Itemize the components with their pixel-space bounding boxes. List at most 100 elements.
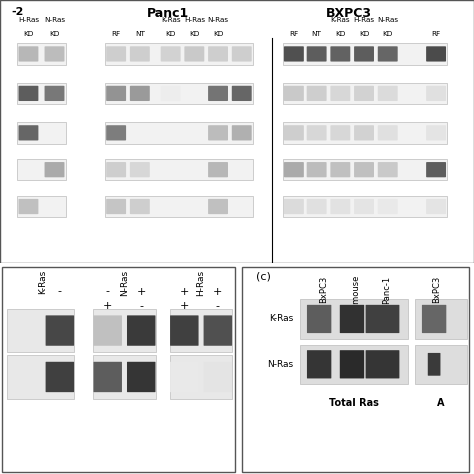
FancyBboxPatch shape xyxy=(208,46,228,62)
FancyBboxPatch shape xyxy=(340,305,364,333)
FancyBboxPatch shape xyxy=(127,315,155,346)
Bar xyxy=(17,83,66,104)
FancyBboxPatch shape xyxy=(426,162,446,177)
FancyBboxPatch shape xyxy=(106,86,126,101)
FancyBboxPatch shape xyxy=(106,46,126,62)
Text: KD: KD xyxy=(189,31,200,37)
FancyBboxPatch shape xyxy=(426,46,446,62)
Text: N-Ras: N-Ras xyxy=(208,17,228,23)
FancyBboxPatch shape xyxy=(307,199,327,214)
FancyBboxPatch shape xyxy=(208,125,228,140)
FancyBboxPatch shape xyxy=(46,362,74,392)
Text: Panc1: Panc1 xyxy=(147,7,190,19)
FancyBboxPatch shape xyxy=(365,305,400,333)
FancyBboxPatch shape xyxy=(18,125,38,140)
Text: KD: KD xyxy=(49,31,60,37)
FancyBboxPatch shape xyxy=(284,199,304,214)
FancyBboxPatch shape xyxy=(170,362,199,392)
Text: H-Ras: H-Ras xyxy=(184,17,205,23)
FancyBboxPatch shape xyxy=(232,46,252,62)
Text: Total Ras: Total Ras xyxy=(329,398,379,408)
FancyBboxPatch shape xyxy=(365,350,400,378)
Bar xyxy=(7,355,74,399)
Text: A: A xyxy=(438,398,445,408)
Text: RF: RF xyxy=(431,31,441,37)
Text: KD: KD xyxy=(165,31,176,37)
FancyBboxPatch shape xyxy=(184,46,204,62)
FancyBboxPatch shape xyxy=(426,125,446,140)
Bar xyxy=(7,309,74,352)
FancyBboxPatch shape xyxy=(378,46,398,62)
Bar xyxy=(301,345,408,384)
Text: BxPC3: BxPC3 xyxy=(432,276,441,303)
FancyBboxPatch shape xyxy=(422,305,447,333)
FancyBboxPatch shape xyxy=(106,125,126,140)
Bar xyxy=(105,159,253,180)
FancyBboxPatch shape xyxy=(378,162,398,177)
Text: -: - xyxy=(139,301,143,311)
Text: NT: NT xyxy=(135,31,145,37)
Bar xyxy=(283,83,447,104)
Text: KD: KD xyxy=(359,31,369,37)
Text: NT: NT xyxy=(312,31,321,37)
FancyBboxPatch shape xyxy=(307,350,331,378)
FancyBboxPatch shape xyxy=(426,86,446,101)
Text: (c): (c) xyxy=(256,272,271,282)
FancyBboxPatch shape xyxy=(45,86,64,101)
Text: KD: KD xyxy=(213,31,223,37)
Text: -: - xyxy=(216,301,220,311)
Bar xyxy=(105,43,253,64)
Bar xyxy=(283,159,447,180)
Text: H-Ras: H-Ras xyxy=(18,17,39,23)
Text: K-Ras: K-Ras xyxy=(161,17,181,23)
Text: -: - xyxy=(58,287,62,297)
Text: +: + xyxy=(180,287,189,297)
FancyBboxPatch shape xyxy=(330,46,350,62)
Text: H-Ras: H-Ras xyxy=(197,269,206,295)
Text: -2: -2 xyxy=(12,7,24,17)
FancyBboxPatch shape xyxy=(18,46,38,62)
Text: KD: KD xyxy=(335,31,346,37)
Text: N-Ras: N-Ras xyxy=(267,360,293,369)
Text: KPC mouse: KPC mouse xyxy=(352,276,361,323)
FancyBboxPatch shape xyxy=(232,86,252,101)
FancyBboxPatch shape xyxy=(284,86,304,101)
Bar xyxy=(17,196,66,217)
Bar xyxy=(170,355,232,399)
Bar xyxy=(283,43,447,64)
FancyBboxPatch shape xyxy=(307,86,327,101)
FancyBboxPatch shape xyxy=(284,162,304,177)
FancyBboxPatch shape xyxy=(284,125,304,140)
FancyBboxPatch shape xyxy=(46,315,74,346)
Bar xyxy=(415,300,467,338)
FancyBboxPatch shape xyxy=(208,162,228,177)
FancyBboxPatch shape xyxy=(307,305,331,333)
FancyBboxPatch shape xyxy=(184,86,204,101)
FancyBboxPatch shape xyxy=(354,86,374,101)
Bar xyxy=(17,159,66,180)
Bar xyxy=(283,196,447,217)
FancyBboxPatch shape xyxy=(330,199,350,214)
Text: N-Ras: N-Ras xyxy=(377,17,398,23)
Text: K-Ras: K-Ras xyxy=(330,17,350,23)
FancyBboxPatch shape xyxy=(330,86,350,101)
FancyBboxPatch shape xyxy=(208,199,228,214)
Text: -: - xyxy=(106,287,109,297)
FancyBboxPatch shape xyxy=(161,86,181,101)
FancyBboxPatch shape xyxy=(93,315,122,346)
FancyBboxPatch shape xyxy=(378,199,398,214)
Text: N-Ras: N-Ras xyxy=(120,269,129,295)
FancyBboxPatch shape xyxy=(106,199,126,214)
Text: N-Ras: N-Ras xyxy=(44,17,65,23)
Text: Panc-1: Panc-1 xyxy=(383,276,392,304)
FancyBboxPatch shape xyxy=(354,162,374,177)
Bar xyxy=(105,83,253,104)
FancyBboxPatch shape xyxy=(18,199,38,214)
FancyBboxPatch shape xyxy=(130,199,150,214)
FancyBboxPatch shape xyxy=(18,86,38,101)
Bar xyxy=(93,355,155,399)
FancyBboxPatch shape xyxy=(354,125,374,140)
FancyBboxPatch shape xyxy=(354,46,374,62)
FancyBboxPatch shape xyxy=(307,46,327,62)
FancyBboxPatch shape xyxy=(354,199,374,214)
